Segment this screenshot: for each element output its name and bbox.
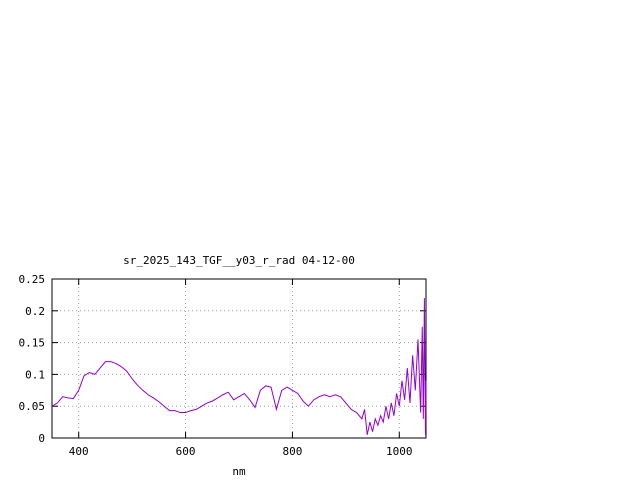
x-tick-label: 400 (69, 445, 89, 458)
x-tick-label: 1000 (386, 445, 413, 458)
chart-title: sr_2025_143_TGF__y03_r_rad 04-12-00 (123, 254, 355, 267)
x-tick-label: 800 (282, 445, 302, 458)
y-tick-label: 0.25 (19, 273, 46, 286)
data-line (51, 298, 427, 435)
y-tick-label: 0 (38, 432, 45, 445)
y-tick-label: 0.05 (19, 400, 46, 413)
y-tick-label: 0.1 (25, 368, 45, 381)
y-tick-label: 0.2 (25, 305, 45, 318)
x-axis-label: nm (232, 465, 246, 478)
y-tick-label: 0.15 (19, 337, 46, 350)
x-tick-label: 600 (176, 445, 196, 458)
plot-border (51, 278, 427, 439)
